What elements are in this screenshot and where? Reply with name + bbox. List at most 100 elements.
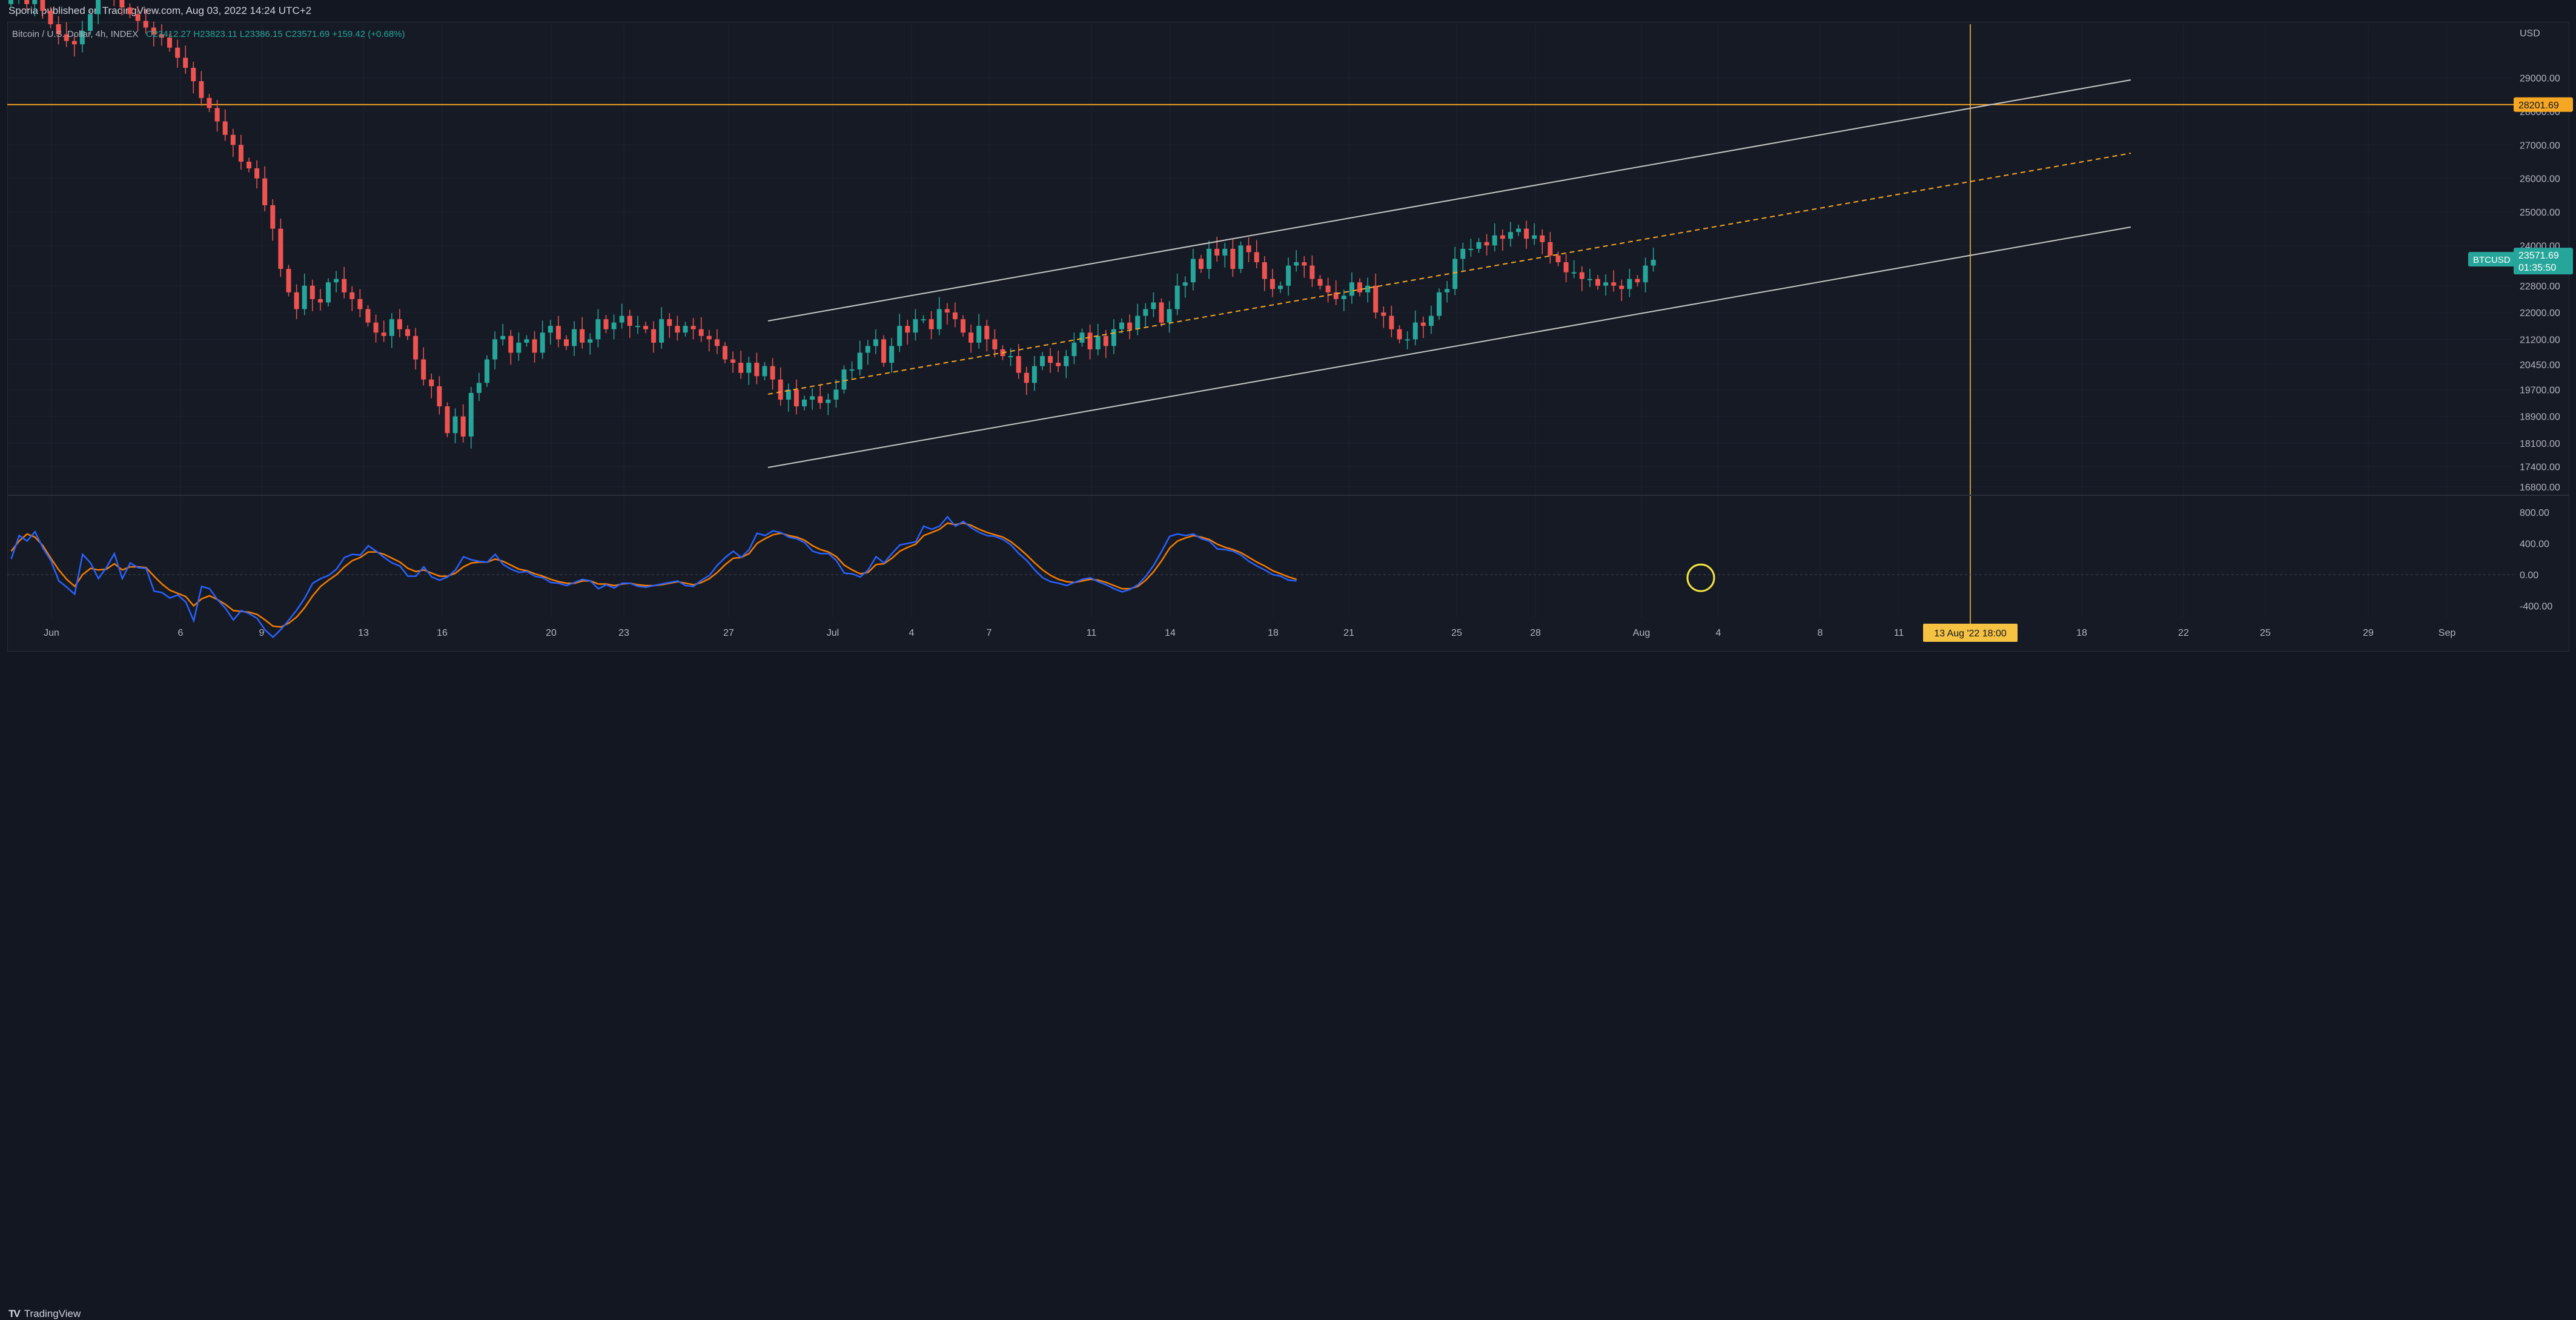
candle-body bbox=[548, 326, 553, 333]
candle-body bbox=[48, 10, 53, 24]
candle-body bbox=[1571, 272, 1577, 274]
candle-body bbox=[135, 14, 141, 21]
candle-body bbox=[1222, 248, 1228, 256]
candle-body bbox=[833, 389, 839, 400]
candle-body bbox=[1627, 279, 1632, 289]
candle-body bbox=[1476, 242, 1482, 249]
price-tick-label: 17400.00 bbox=[2520, 463, 2560, 473]
price-tick-label: 18900.00 bbox=[2520, 412, 2560, 423]
candle-body bbox=[1167, 309, 1172, 323]
highlight-circle[interactable] bbox=[1686, 563, 1715, 592]
time-tick-label: 11 bbox=[1894, 628, 1904, 638]
candle-body bbox=[595, 319, 601, 340]
candle-body bbox=[286, 269, 291, 292]
candle-body bbox=[1111, 329, 1116, 346]
candle-body bbox=[1603, 282, 1609, 286]
candle-body bbox=[437, 386, 442, 407]
candle-body bbox=[230, 134, 236, 145]
candle-body bbox=[294, 292, 299, 309]
crosshair-time-label-bg bbox=[1923, 624, 2018, 642]
time-tick-label: 23 bbox=[618, 628, 629, 638]
candle-body bbox=[357, 299, 363, 309]
time-tick-label: 4 bbox=[1716, 628, 1721, 638]
candle-body bbox=[770, 366, 775, 380]
time-tick-label: 20 bbox=[546, 628, 557, 638]
candle-body bbox=[1325, 285, 1331, 292]
chart-canvas[interactable]: USD29000.0028000.0027000.0026000.0025000… bbox=[0, 0, 2576, 675]
price-tick-label: 25000.00 bbox=[2520, 208, 2560, 218]
parallel-channel[interactable] bbox=[767, 79, 2131, 468]
candle-body bbox=[1548, 242, 1553, 256]
channel-upper-line bbox=[767, 79, 2131, 322]
candle-body bbox=[1524, 228, 1529, 239]
candle-body bbox=[723, 346, 727, 360]
top-bar: Sporia published on TradingView.com, Aug… bbox=[0, 0, 2576, 22]
candle-body bbox=[1635, 279, 1640, 283]
candle-body bbox=[1643, 265, 1648, 283]
candle-body bbox=[349, 292, 355, 299]
candle-body bbox=[826, 400, 831, 403]
osc-tick-label: 400.00 bbox=[2520, 539, 2549, 549]
candle-body bbox=[1079, 332, 1085, 343]
channel-midline bbox=[767, 153, 2131, 395]
candle-body bbox=[857, 352, 863, 370]
candle-body bbox=[1468, 248, 1474, 250]
candle-body bbox=[786, 389, 791, 400]
candle-body bbox=[452, 416, 458, 434]
price-axis-currency: USD bbox=[2520, 28, 2540, 39]
candle-body bbox=[326, 282, 331, 303]
candle-body bbox=[1143, 309, 1148, 316]
candle-body bbox=[405, 329, 410, 336]
candle-body bbox=[1207, 248, 1212, 269]
time-tick-label: 11 bbox=[1087, 628, 1097, 638]
time-tick-label: 27 bbox=[723, 628, 734, 638]
candle-body bbox=[334, 279, 339, 283]
candle-body bbox=[714, 339, 720, 346]
candle-body bbox=[389, 319, 394, 336]
candle-body bbox=[1619, 285, 1624, 289]
candle-body bbox=[524, 339, 529, 343]
candlestick-series bbox=[8, 0, 1656, 449]
candle-body bbox=[810, 396, 815, 400]
candle-body bbox=[1254, 252, 1259, 263]
candle-body bbox=[1341, 295, 1346, 299]
candle-body bbox=[238, 145, 243, 162]
candle-body bbox=[1412, 322, 1418, 340]
time-tick-label: 4 bbox=[909, 628, 915, 638]
axes: USD29000.0028000.0027000.0026000.0025000… bbox=[44, 28, 2573, 642]
candle-body bbox=[342, 279, 347, 292]
price-line-label-bg bbox=[2514, 97, 2573, 112]
candle-body bbox=[1563, 262, 1569, 272]
candle-body bbox=[1159, 302, 1164, 323]
chart-frame bbox=[7, 22, 2569, 652]
candle-body bbox=[310, 285, 315, 299]
candle-body bbox=[635, 326, 640, 328]
candle-body bbox=[992, 339, 998, 349]
candle-body bbox=[968, 332, 974, 343]
publish-note: Sporia published on TradingView.com, Aug… bbox=[8, 5, 312, 16]
candle-body bbox=[214, 108, 220, 122]
candle-body bbox=[191, 67, 196, 82]
brand-logo[interactable]: TV TradingView bbox=[8, 1308, 81, 1320]
candle-body bbox=[1310, 265, 1315, 279]
time-tick-label: 9 bbox=[259, 628, 265, 638]
candle-body bbox=[580, 329, 585, 343]
price-tick-label: 20450.00 bbox=[2520, 360, 2560, 371]
candle-body bbox=[119, 0, 125, 8]
candle-body bbox=[611, 322, 617, 329]
time-tick-label: Sep bbox=[2439, 628, 2456, 638]
candle-body bbox=[762, 366, 767, 377]
candle-body bbox=[1540, 235, 1545, 242]
candle-body bbox=[1214, 248, 1220, 256]
candle-body bbox=[1190, 259, 1196, 283]
candle-body bbox=[24, 0, 30, 4]
candle-body bbox=[984, 326, 990, 340]
candle-body bbox=[317, 299, 323, 303]
candle-body bbox=[1246, 245, 1251, 252]
candle-body bbox=[1445, 289, 1450, 292]
symbol-title[interactable]: Bitcoin / U.S. Dollar, 4h, INDEX bbox=[12, 29, 139, 39]
candle-body bbox=[889, 346, 895, 363]
candle-body bbox=[1127, 322, 1133, 329]
time-tick-label: 7 bbox=[987, 628, 992, 638]
candle-body bbox=[485, 359, 489, 383]
